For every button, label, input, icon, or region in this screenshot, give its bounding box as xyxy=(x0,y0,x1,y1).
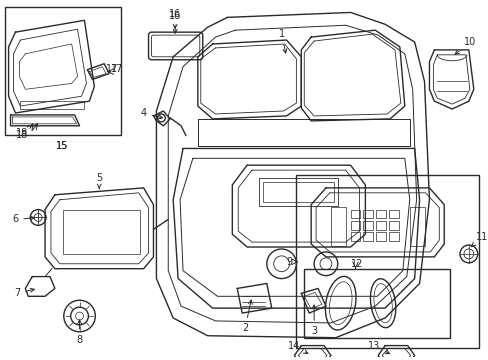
Text: 10: 10 xyxy=(454,37,475,54)
Bar xyxy=(388,210,398,219)
Text: 11: 11 xyxy=(470,232,487,247)
Text: 5: 5 xyxy=(96,173,102,189)
Bar xyxy=(350,210,360,219)
Bar xyxy=(62,210,140,254)
Text: 9: 9 xyxy=(286,257,292,267)
Bar xyxy=(375,221,386,230)
Bar xyxy=(409,207,424,246)
Bar xyxy=(388,232,398,241)
Bar xyxy=(263,182,333,202)
Bar xyxy=(375,210,386,219)
Bar xyxy=(304,269,449,338)
Text: 2: 2 xyxy=(242,300,252,333)
Bar xyxy=(375,232,386,241)
Text: 12: 12 xyxy=(350,259,363,269)
Text: 13: 13 xyxy=(367,341,389,354)
Text: 17: 17 xyxy=(106,64,118,74)
Bar xyxy=(4,6,121,135)
Bar xyxy=(350,221,360,230)
Bar xyxy=(350,232,360,241)
Bar xyxy=(330,207,345,246)
Text: 7: 7 xyxy=(14,288,34,298)
Bar xyxy=(296,175,478,347)
Bar xyxy=(388,221,398,230)
Text: 17: 17 xyxy=(111,64,123,74)
Text: 14: 14 xyxy=(287,341,307,354)
Text: 15: 15 xyxy=(56,141,68,152)
Text: 3: 3 xyxy=(310,305,317,336)
Text: 8: 8 xyxy=(76,320,82,345)
Text: 15: 15 xyxy=(56,141,68,152)
Text: 18: 18 xyxy=(16,128,28,138)
Bar xyxy=(20,101,84,109)
Bar xyxy=(363,210,372,219)
Text: 4: 4 xyxy=(140,108,162,119)
Text: 6: 6 xyxy=(12,215,34,224)
Bar xyxy=(363,221,372,230)
Text: 16: 16 xyxy=(169,9,181,28)
Text: 18: 18 xyxy=(16,130,28,140)
Bar xyxy=(259,178,337,206)
Text: 16: 16 xyxy=(169,12,181,33)
Bar xyxy=(363,232,372,241)
Text: 1: 1 xyxy=(278,29,286,53)
